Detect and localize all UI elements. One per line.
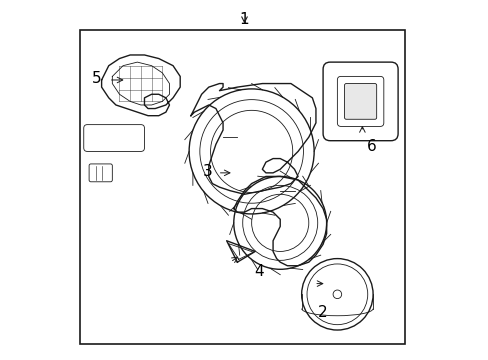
Text: 3: 3: [202, 163, 212, 179]
Text: 1: 1: [239, 12, 249, 27]
Text: 6: 6: [366, 139, 375, 154]
Text: 2: 2: [318, 305, 327, 320]
Text: 5: 5: [92, 71, 102, 86]
Bar: [80, 30, 405, 344]
FancyBboxPatch shape: [344, 84, 376, 119]
Text: 4: 4: [253, 264, 263, 279]
